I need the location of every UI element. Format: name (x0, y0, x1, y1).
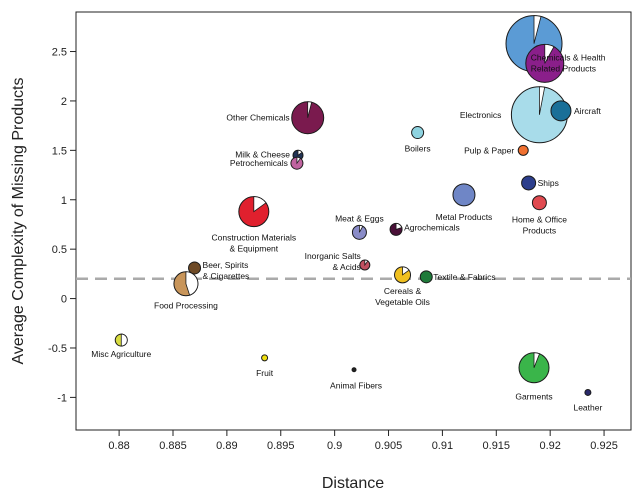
point-label-other-chemicals: Other Chemicals (226, 113, 289, 123)
point-wedge (253, 196, 267, 213)
point-wedge (544, 43, 555, 64)
x-tick-label: 0.905 (375, 440, 403, 452)
point-marker (261, 354, 269, 362)
y-axis-title: Average Complexity of Missing Products (10, 78, 27, 365)
point-label-inorganic-salts-acids: Inorganic Salts & Acids (305, 251, 361, 272)
point-label-meat-eggs: Meat & Eggs (335, 213, 384, 223)
point-wedge (533, 352, 541, 368)
x-tick-label: 0.9 (327, 440, 342, 452)
point-marker (521, 175, 537, 191)
data-point-beer-spirits-cigarettes (188, 261, 202, 275)
x-tick-label: 0.91 (432, 440, 453, 452)
y-tick-label: 1.5 (52, 145, 67, 157)
x-axis-title: Distance (322, 475, 384, 492)
point-label-food-processing: Food Processing (154, 301, 218, 311)
data-point-pulp-paper (517, 144, 529, 156)
point-wedge (395, 222, 403, 230)
point-wedge (364, 259, 369, 267)
x-tick-label: 0.915 (483, 440, 511, 452)
data-point-misc-agriculture (114, 333, 128, 347)
data-point-garments (518, 352, 550, 384)
data-point-food-processing (173, 271, 199, 297)
y-tick-label: -1 (57, 392, 67, 404)
point-label-milk-cheese: Milk & Cheese (235, 149, 290, 159)
point-label-aircraft: Aircraft (574, 106, 602, 116)
point-marker (584, 388, 592, 396)
data-point-leather (584, 388, 592, 396)
data-point-home-office-products (531, 195, 547, 211)
point-layer (114, 15, 592, 396)
point-wedge (120, 333, 128, 347)
point-wedge (297, 149, 303, 157)
point-label-home-office-products: Home & Office Products (512, 215, 567, 236)
point-label-boilers: Boilers (405, 144, 431, 154)
x-tick-label: 0.895 (267, 440, 295, 452)
data-point-fruit (261, 354, 269, 362)
point-wedge (533, 15, 542, 44)
point-wedge (185, 271, 199, 296)
x-tick-label: 0.89 (216, 440, 237, 452)
y-tick-label: 2.5 (52, 47, 67, 59)
point-label-cereals-vegetable-oils: Cereals & Vegetable Oils (375, 286, 430, 307)
point-label-textile-fabrics: Textile & Fabrics (433, 272, 495, 282)
y-tick-label: 0.5 (52, 244, 67, 256)
y-tick-label: 0 (61, 294, 67, 306)
point-marker (419, 270, 433, 284)
tick-layer: 0.88 0.885 0.89 0.895 0.9 0.905 0.91 0.915 0.92 0… (48, 47, 618, 452)
data-point-other-chemicals (291, 101, 325, 135)
y-tick-label: -0.5 (48, 343, 67, 355)
data-point-meat-eggs (351, 224, 367, 240)
point-label-construction-materials-equipment: Construction Materials & Equipment (212, 233, 297, 254)
point-label-agrochemicals: Agrochemicals (404, 222, 460, 232)
y-tick-label: 1 (61, 195, 67, 207)
point-label-leather: Leather (573, 402, 602, 412)
data-point-cereals-vegetable-oils (394, 266, 412, 284)
point-marker (411, 126, 425, 140)
point-marker (531, 195, 547, 211)
x-tick-label: 0.925 (590, 440, 618, 452)
x-tick-label: 0.885 (159, 440, 187, 452)
point-marker (452, 183, 476, 207)
data-point-construction-materials-equipment (238, 196, 270, 228)
point-label-chemicals-health-related-products: Chemicals & Health Related Products (531, 52, 606, 73)
point-marker (550, 100, 572, 122)
data-point-metal-products (452, 183, 476, 207)
point-wedge (359, 224, 364, 233)
point-marker (188, 261, 202, 275)
data-point-animal-fibers (351, 367, 357, 373)
point-marker (517, 144, 529, 156)
point-wedge (402, 266, 410, 276)
point-label-metal-products: Metal Products (436, 212, 493, 222)
data-point-ships (521, 175, 537, 191)
point-label-beer-spirits-cigarettes: Beer, Spirits & Cigarettes (203, 260, 250, 281)
data-point-agrochemicals (389, 222, 403, 236)
data-point-petrochemicals (290, 156, 304, 170)
point-label-fruit: Fruit (256, 368, 274, 378)
data-point-chemicals-health-related-products (525, 43, 565, 83)
x-tick-label: 0.88 (108, 440, 129, 452)
point-label-ships: Ships (538, 178, 559, 188)
point-label-machinery: Machinery (464, 0, 504, 1)
point-label-pulp-paper: Pulp & Paper (464, 145, 514, 155)
point-wedge (538, 86, 546, 115)
point-label-petrochemicals: Petrochemicals (230, 158, 288, 168)
data-point-inorganic-salts-acids (359, 259, 371, 271)
point-wedge (307, 101, 313, 118)
point-label-animal-fibers: Animal Fibers (330, 381, 382, 391)
data-point-boilers (411, 126, 425, 140)
point-wedge (296, 156, 302, 165)
data-point-aircraft (550, 100, 572, 122)
y-tick-label: 2 (61, 96, 67, 108)
x-tick-label: 0.92 (539, 440, 560, 452)
point-label-misc-agriculture: Misc Agriculture (91, 349, 151, 359)
point-label-electronics: Electronics (460, 110, 502, 120)
point-label-garments: Garments (515, 392, 552, 402)
point-marker (351, 367, 357, 373)
data-point-textile-fabrics (419, 270, 433, 284)
